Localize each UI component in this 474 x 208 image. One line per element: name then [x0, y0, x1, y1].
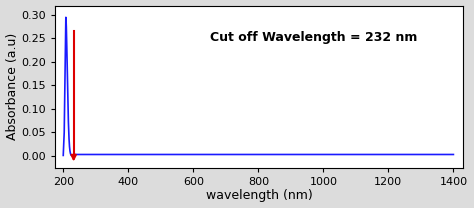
Y-axis label: Absorbance (a.u): Absorbance (a.u) [6, 33, 18, 140]
Text: Cut off Wavelength = 232 nm: Cut off Wavelength = 232 nm [210, 31, 418, 45]
X-axis label: wavelength (nm): wavelength (nm) [206, 189, 312, 202]
